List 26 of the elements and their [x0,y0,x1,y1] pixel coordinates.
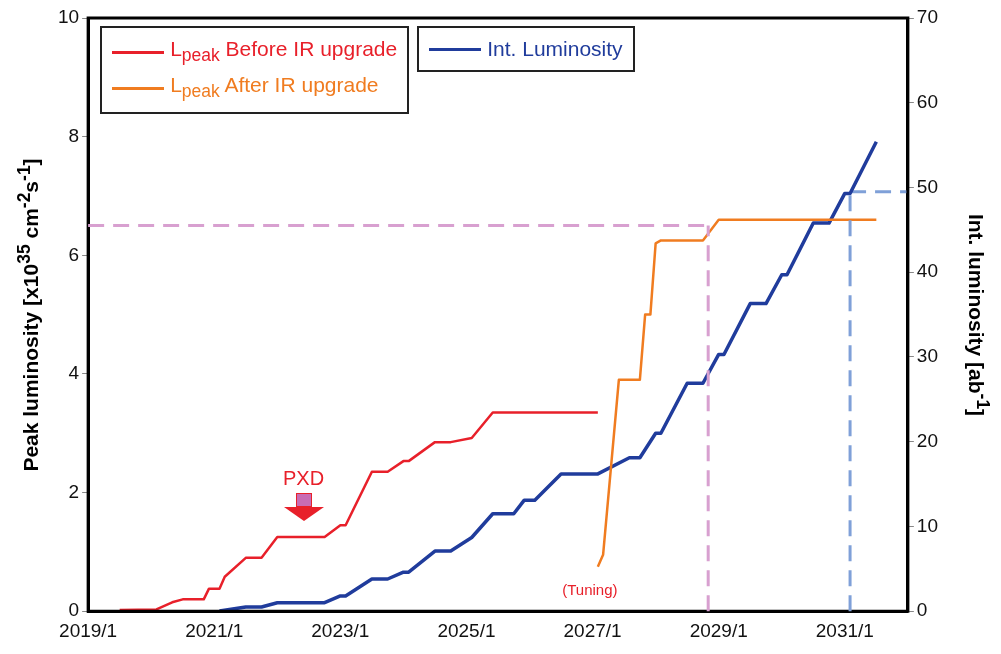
y-tick-label: 2 [68,480,80,502]
y2-tick-label: 60 [916,90,939,112]
y2-tick-label: 50 [916,175,939,197]
y2-tick-label: 10 [916,514,939,536]
x-tick-label: 2019/1 [59,619,118,641]
y2-tick-label: 30 [916,345,939,367]
y-tick-label: 4 [68,362,80,384]
x-tick-label: 2027/1 [563,619,622,641]
x-tick-label: 2025/1 [437,619,496,641]
annotation: PXD [283,466,325,489]
legend-label: Int. Luminosity [487,36,623,62]
x-tick-label: 2023/1 [311,619,370,641]
annotation: (Tuning) [562,580,618,598]
x-tick-label: 2029/1 [689,619,748,641]
x-tick-label: 2031/1 [815,619,874,641]
y2-tick-label: 70 [916,6,939,28]
y2-tick-label: 0 [916,599,928,621]
y-tick-label: 6 [68,243,80,265]
x-tick-label: 2021/1 [185,619,244,641]
y-tick-label: 0 [68,599,80,621]
y-tick-label: 8 [68,124,80,146]
y2-tick-label: 20 [916,429,939,451]
y-tick-label: 10 [57,6,80,28]
legend-label: L$_{peak}$ Before IR upgrade [170,36,398,68]
y2-tick-label: 40 [916,260,939,282]
legend-label: L$_{peak}$ After IR upgrade [170,72,379,104]
